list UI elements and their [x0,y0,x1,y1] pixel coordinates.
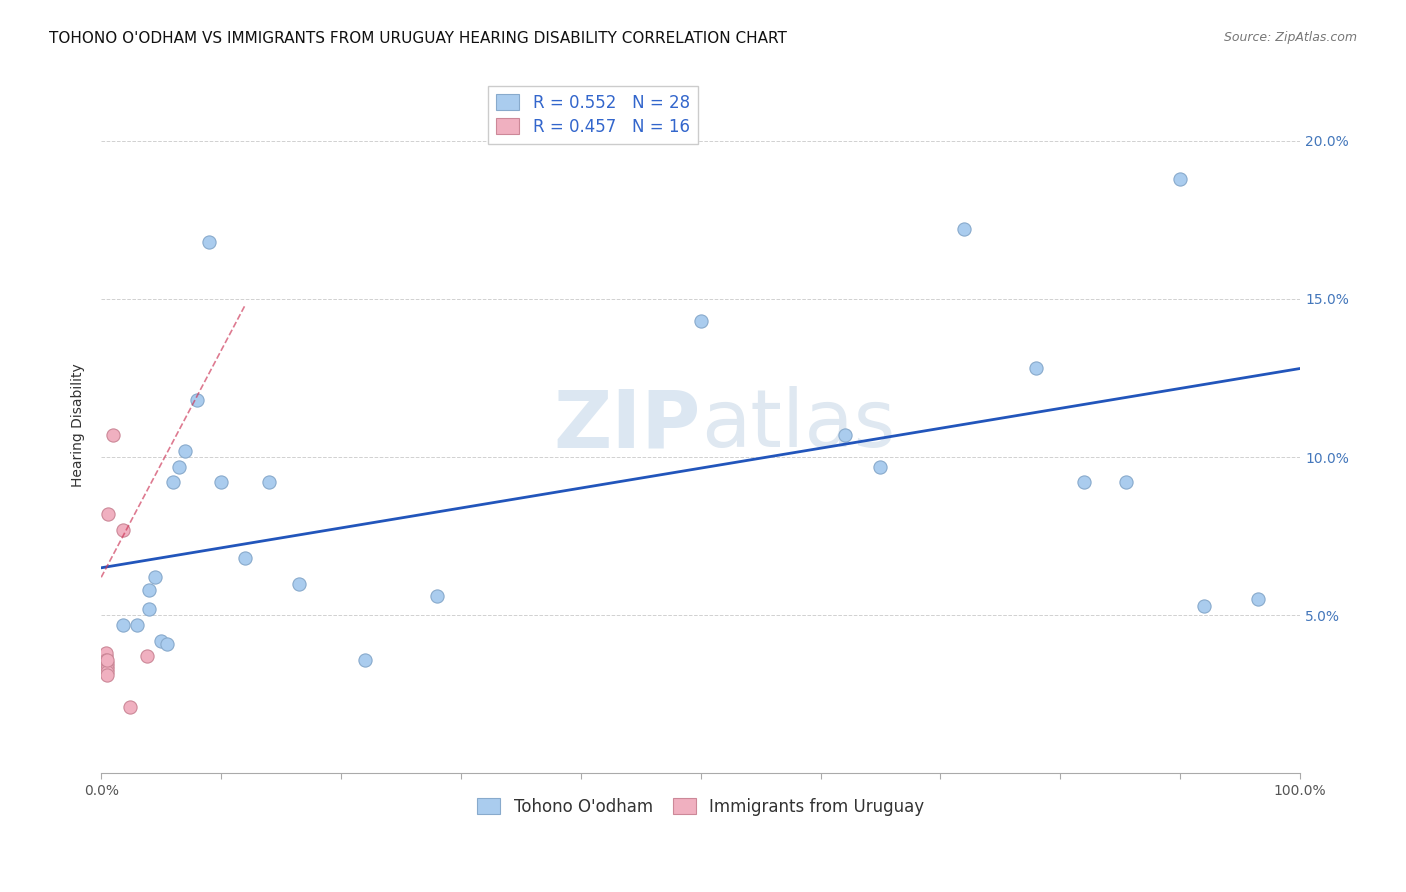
Legend: Tohono O'odham, Immigrants from Uruguay: Tohono O'odham, Immigrants from Uruguay [468,789,932,824]
Point [1247,592,1270,607]
Point [94,652,117,666]
Point [953,222,976,236]
Point [138,602,160,616]
Point [1168,171,1191,186]
Point [94,652,117,666]
Point [96,652,118,666]
Text: atlas: atlas [700,386,896,465]
Point [354,652,377,666]
Point [94,656,117,670]
Point [138,582,160,597]
Point [1192,599,1215,613]
Text: ZIP: ZIP [554,386,700,465]
Point [103,428,125,442]
Point [167,459,190,474]
Point [162,475,184,490]
Point [94,646,117,660]
Point [1025,361,1047,376]
Point [111,523,134,537]
Point [94,649,117,664]
Point [1073,475,1095,490]
Point [209,475,232,490]
Point [834,428,856,442]
Point [1115,475,1137,490]
Point [186,393,208,408]
Point [97,507,120,521]
Text: Source: ZipAtlas.com: Source: ZipAtlas.com [1223,31,1357,45]
Point [96,658,118,673]
Point [198,235,221,249]
Point [118,700,141,714]
Y-axis label: Hearing Disability: Hearing Disability [72,364,86,487]
Point [127,617,149,632]
Point [174,443,197,458]
Point [96,656,118,670]
Point [257,475,280,490]
Point [233,551,256,566]
Text: TOHONO O'ODHAM VS IMMIGRANTS FROM URUGUAY HEARING DISABILITY CORRELATION CHART: TOHONO O'ODHAM VS IMMIGRANTS FROM URUGUA… [49,31,787,46]
Point [135,649,157,664]
Point [150,633,173,648]
Point [156,637,179,651]
Point [143,570,166,584]
Point [869,459,891,474]
Point [96,662,118,676]
Point [96,668,118,682]
Point [689,314,711,328]
Point [288,576,311,591]
Point [96,665,118,680]
Point [426,589,449,603]
Point [111,617,134,632]
